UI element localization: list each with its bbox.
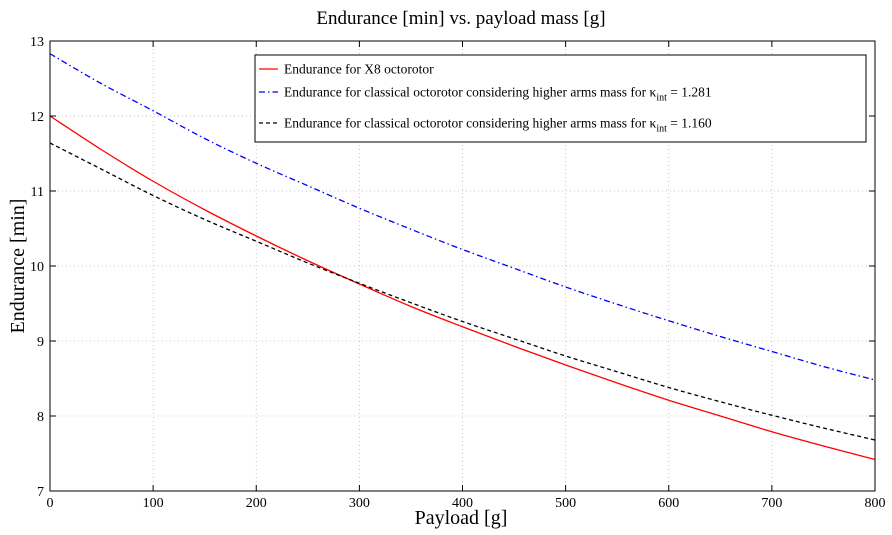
y-tick-label: 7 xyxy=(37,485,44,500)
x-tick-label: 100 xyxy=(143,496,164,511)
x-tick-label: 800 xyxy=(865,496,886,511)
y-tick-label: 9 xyxy=(37,335,44,350)
legend-label: Endurance for X8 octorotor xyxy=(284,62,434,77)
x-tick-label: 600 xyxy=(658,496,679,511)
series-classical-kappa-1281 xyxy=(49,53,876,381)
y-tick-label: 10 xyxy=(30,260,44,275)
y-tick-label: 11 xyxy=(31,185,44,200)
legend-label: Endurance for classical octorotor consid… xyxy=(284,85,712,104)
legend-label: Endurance for classical octorotor consid… xyxy=(284,116,712,135)
x-tick-label: 700 xyxy=(761,496,782,511)
axis-ticks: 0 100 200 300 400 500 600 700 800 7 8 9 10 11 12 13 xyxy=(30,35,886,511)
y-tick-label: 13 xyxy=(30,35,44,50)
y-tick-label: 12 xyxy=(30,110,44,125)
y-axis-title: Endurance [min] xyxy=(7,199,29,334)
series-x8-octorotor xyxy=(49,115,876,461)
y-tick-label: 8 xyxy=(37,410,44,425)
legend-box xyxy=(254,54,867,143)
x-tick-label: 400 xyxy=(452,496,473,511)
legend: Endurance for X8 octorotor Endurance for … xyxy=(254,54,867,143)
x-tick-label: 300 xyxy=(349,496,370,511)
plot-lines xyxy=(49,53,876,461)
series-classical-kappa-1160 xyxy=(49,142,876,441)
x-tick-label: 0 xyxy=(47,496,54,511)
x-tick-label: 500 xyxy=(555,496,576,511)
x-tick-label: 200 xyxy=(246,496,267,511)
chart-title: Endurance [min] vs. payload mass [g] xyxy=(316,8,605,29)
x-axis-title: Payload [g] xyxy=(415,507,508,529)
